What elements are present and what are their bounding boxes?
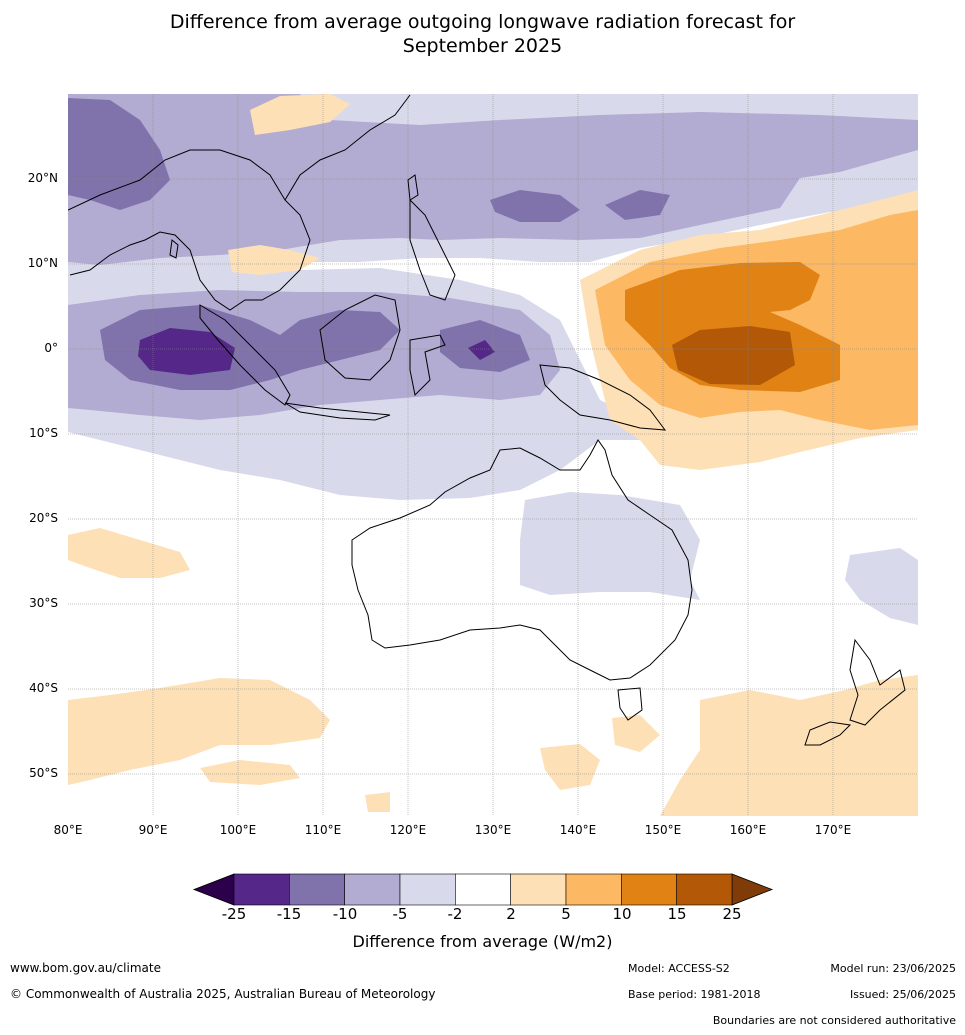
anomaly-region-positive-light bbox=[365, 792, 390, 812]
website-text: www.bom.gov.au/climate bbox=[10, 961, 161, 975]
anomaly-region-negative-dark bbox=[605, 190, 670, 220]
philippines-coast bbox=[409, 198, 456, 301]
colorbar-segment bbox=[510, 873, 567, 906]
title-line-1: Difference from average outgoing longwav… bbox=[169, 11, 796, 33]
anomaly-region-negative-medium bbox=[68, 94, 918, 265]
anomaly-region-negative-light bbox=[845, 548, 918, 625]
anomaly-region-positive-light bbox=[68, 678, 330, 785]
colorbar-tick-label: 10 bbox=[612, 905, 632, 923]
base-period-text: Base period: 1981-2018 bbox=[628, 988, 761, 1001]
anomaly-region-positive-light bbox=[250, 94, 350, 135]
model-text: Model: ACCESS-S2 bbox=[628, 962, 730, 975]
colorbar bbox=[192, 873, 774, 906]
lon-label: 80°E bbox=[53, 823, 83, 837]
colorbar-segment bbox=[399, 873, 456, 906]
anomaly-region-negative-strong bbox=[468, 340, 495, 360]
colorbar-under-extend bbox=[192, 873, 235, 906]
anomaly-region-negative-light bbox=[520, 492, 700, 600]
colorbar-tick-label: 15 bbox=[667, 905, 687, 923]
china-coast bbox=[284, 94, 411, 201]
colorbar-tick-label: -5 bbox=[392, 905, 408, 923]
colorbar-segment bbox=[455, 873, 511, 906]
copyright-text: © Commonwealth of Australia 2025, Austra… bbox=[10, 987, 436, 1001]
lat-label: 10°N bbox=[27, 256, 58, 270]
anomaly-region-negative-dark bbox=[68, 98, 170, 210]
colorbar-segment bbox=[344, 873, 401, 906]
lat-label: 0° bbox=[44, 341, 58, 355]
anomaly-region-positive-light bbox=[68, 528, 190, 578]
lon-label: 170°E bbox=[814, 823, 852, 837]
java-coast bbox=[284, 402, 391, 421]
lon-label: 160°E bbox=[729, 823, 767, 837]
lat-label: 40°S bbox=[29, 681, 58, 695]
chart-title: Difference from average outgoing longwav… bbox=[0, 10, 965, 58]
graticule bbox=[68, 94, 918, 816]
anomaly-region-negative-dark bbox=[490, 190, 580, 222]
colorbar-tick-label: -2 bbox=[447, 905, 463, 923]
lon-label: 110°E bbox=[304, 823, 342, 837]
anomaly-region-negative-strong bbox=[138, 328, 235, 375]
colorbar-tick-label: 5 bbox=[561, 905, 571, 923]
colorbar-tick-label: -25 bbox=[221, 905, 247, 923]
colorbar-over-extend bbox=[731, 873, 774, 906]
lon-label: 120°E bbox=[389, 823, 427, 837]
borneo-coast bbox=[319, 294, 401, 381]
lat-label: 20°S bbox=[29, 511, 58, 525]
colorbar-tick-label: -15 bbox=[276, 905, 302, 923]
colorbar-segment bbox=[676, 873, 733, 906]
asia-coast bbox=[68, 149, 311, 311]
new-zealand-south-coast bbox=[804, 721, 852, 746]
taiwan-coast bbox=[407, 174, 419, 201]
lat-label: 10°S bbox=[29, 426, 58, 440]
anomaly-region-positive-light bbox=[612, 715, 660, 752]
lat-label: 30°S bbox=[29, 596, 58, 610]
australia-coast bbox=[351, 439, 693, 681]
lon-label: 130°E bbox=[474, 823, 512, 837]
colorbar-label: Difference from average (W/m2) bbox=[352, 932, 613, 951]
new-guinea-coast bbox=[539, 364, 667, 431]
lon-label: 150°E bbox=[644, 823, 682, 837]
colorbar-tick-label: -10 bbox=[332, 905, 358, 923]
title-line-2: September 2025 bbox=[402, 35, 563, 57]
colorbar-segment bbox=[565, 873, 622, 906]
sumatra-coast bbox=[199, 304, 291, 406]
model-run-text: Model run: 23/06/2025 bbox=[830, 962, 956, 975]
lon-label: 90°E bbox=[138, 823, 168, 837]
lon-label: 140°E bbox=[559, 823, 597, 837]
anomaly-region-positive-light bbox=[228, 245, 320, 275]
sri-lanka-coast bbox=[169, 239, 179, 259]
lat-label: 20°N bbox=[27, 171, 58, 185]
anomaly-region-positive-extreme bbox=[672, 326, 795, 385]
disclaimer-text: Boundaries are not considered authoritat… bbox=[712, 1014, 956, 1027]
lat-label: 50°S bbox=[29, 766, 58, 780]
colorbar-segment bbox=[233, 873, 290, 906]
colorbar-tick-label: 25 bbox=[722, 905, 742, 923]
issued-text: Issued: 25/06/2025 bbox=[849, 988, 956, 1001]
tasmania-coast bbox=[617, 687, 643, 721]
new-zealand-north-coast bbox=[849, 638, 906, 726]
sulawesi-coast bbox=[409, 334, 446, 397]
anomaly-region-positive-light bbox=[540, 744, 600, 790]
coastlines bbox=[68, 94, 906, 746]
lon-label: 100°E bbox=[219, 823, 257, 837]
colorbar-tick-label: 2 bbox=[506, 905, 516, 923]
anomaly-region-positive-light bbox=[200, 760, 300, 785]
colorbar-segment bbox=[621, 873, 677, 906]
colorbar-segment bbox=[289, 873, 345, 906]
